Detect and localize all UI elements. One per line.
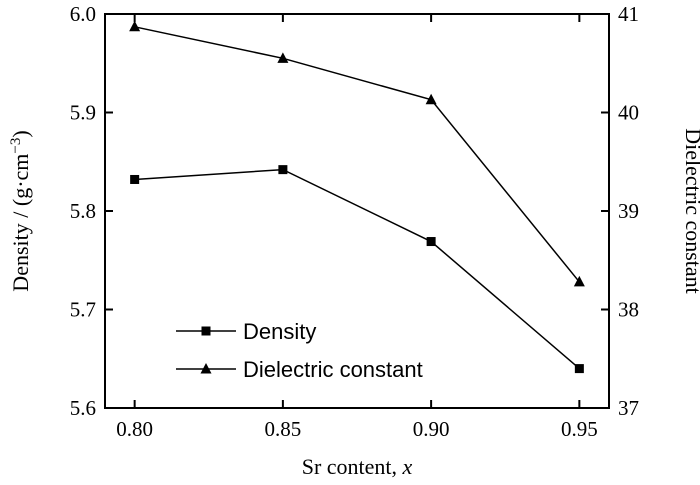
plot-frame [104,13,610,409]
dielectric-series-line [134,26,580,283]
dielectric-point [573,275,585,287]
y-right-tick-label: 39 [618,199,639,223]
density-point [426,237,436,247]
y-axis-right-title: Dielectric constant [681,128,700,294]
density-series-line [134,168,580,370]
y-right-tick-label: 38 [618,298,639,322]
series-layer [129,20,585,374]
y-axis-left-title-sup: −3 [8,138,24,154]
y-right-tick-label: 40 [618,101,639,125]
ticks-layer: 0.80 0.85 0.90 0.95 5.6 5.7 5.8 5.9 6.0 37 38 39 40 4… [70,2,639,441]
x-tick-label: 0.80 [116,417,153,441]
x-tick-label: 0.95 [561,417,598,441]
legend: Density Dielectric constant [176,319,423,382]
density-point [278,165,288,175]
legend-dielectric-label: Dielectric constant [243,357,423,382]
density-point [574,364,584,374]
dielectric-point [277,52,289,63]
legend-density-marker [201,326,211,336]
y-axis-left-title-text: Density / (g·cm [8,154,33,292]
density-point [130,174,140,184]
x-axis-title-var: x [402,454,413,479]
labels-layer: Sr content, x Density / (g·cm−3) Dielect… [8,128,700,479]
y-axis-left-title: Density / (g·cm−3) [8,130,33,291]
y-left-tick-label: 6.0 [70,2,96,26]
y-left-tick-label: 5.9 [70,101,96,125]
y-right-tick-label: 37 [618,396,639,420]
x-axis-title-text: Sr content, [302,454,403,479]
x-tick-label: 0.85 [265,417,302,441]
y-left-tick-label: 5.8 [70,199,96,223]
legend-dielectric-marker [200,363,212,374]
dielectric-point [425,93,437,105]
y-left-tick-label: 5.6 [70,396,96,420]
y-right-tick-label: 41 [618,2,639,26]
x-axis-title: Sr content, x [302,454,413,479]
y-axis-left-title-close: ) [8,130,33,137]
legend-density-label: Density [243,319,316,344]
y-left-tick-label: 5.7 [70,298,96,322]
x-tick-label: 0.90 [413,417,450,441]
dielectric-point [129,20,141,32]
